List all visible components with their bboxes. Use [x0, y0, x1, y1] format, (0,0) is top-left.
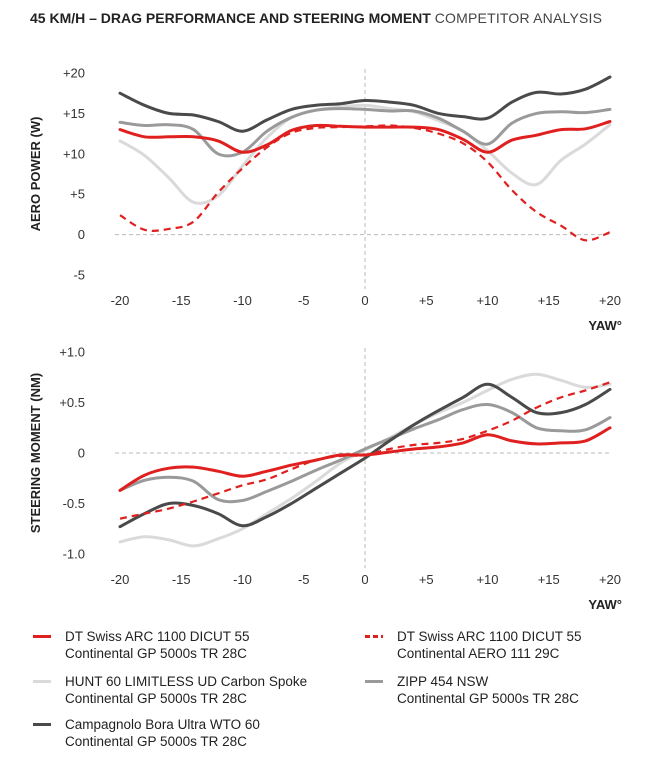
aero-x-tick-label: +10	[476, 293, 498, 308]
steering-y-tick-label: +0.5	[59, 395, 85, 410]
aero-series-line-3	[118, 103, 612, 205]
legend-swatch	[365, 680, 383, 683]
steering-x-tick-label: 0	[361, 572, 368, 587]
legend-swatch	[33, 635, 51, 638]
aero-y-tick-label: +20	[63, 66, 85, 81]
aero-y-tick-label: +5	[70, 187, 85, 202]
legend-swatch	[33, 680, 51, 683]
legend-swatch	[33, 723, 51, 726]
legend-label-wheel: ZIPP 454 NSW	[397, 674, 489, 689]
steering-x-axis-label: YAW°	[588, 597, 622, 612]
steering-y-tick-label: 0	[78, 446, 85, 461]
aero-x-tick-label: -20	[111, 293, 130, 308]
steering-x-tick-label: +20	[599, 572, 621, 587]
steering-x-tick-label: -20	[111, 572, 130, 587]
steering-series-line-4	[118, 402, 612, 504]
steering-series-line-1	[118, 426, 612, 492]
aero-x-tick-label: 0	[361, 293, 368, 308]
chart-title: 45 KM/H – DRAG PERFORMANCE AND STEERING …	[30, 10, 602, 26]
aero-series-line-2	[119, 124, 611, 242]
steering-x-tick-label: +5	[419, 572, 434, 587]
aero-power-chart: +20 +15 +10 +5 0 -5 -20 -15 -10 -5 0 +5 +10 +15 +20 YAW…	[28, 66, 622, 331]
aero-x-tick-label: -5	[298, 293, 310, 308]
steering-y-tick-label: +1.0	[59, 345, 85, 360]
steering-moment-chart: +1.0 +0.5 0 -0.5 -1.0 -20 -15 -10 -5 0 +5 +10 +15 +20…	[28, 345, 622, 613]
aero-y-tick-label: +15	[63, 106, 85, 121]
legend-swatch	[365, 635, 383, 638]
steering-x-tick-label: -10	[233, 572, 252, 587]
aero-y-tick-label: -5	[73, 268, 85, 283]
aero-series-line-1	[118, 120, 612, 154]
aero-x-tick-label: +20	[599, 293, 621, 308]
legend-label-wheel: DT Swiss ARC 1100 DICUT 55	[65, 629, 250, 644]
chart-title-sub: COMPETITOR ANALYSIS	[434, 10, 603, 26]
aero-series-line-5	[118, 75, 612, 133]
aero-x-tick-label: -10	[233, 293, 252, 308]
aero-y-tick-label: +10	[63, 146, 85, 161]
aero-y-tick-label: 0	[78, 227, 85, 242]
legend-label-wheel: HUNT 60 LIMITLESS UD Carbon Spoke	[65, 674, 308, 689]
legend-label-tire: Continental GP 5000s TR 28C	[65, 734, 247, 749]
aero-x-tick-label: -15	[172, 293, 191, 308]
aero-y-axis-label: AERO POWER (W)	[28, 117, 43, 232]
legend-label-tire: Continental GP 5000s TR 28C	[65, 691, 247, 706]
steering-series-line-5	[118, 382, 612, 529]
legend-label-wheel: DT Swiss ARC 1100 DICUT 55	[397, 629, 582, 644]
aero-x-tick-label: +15	[538, 293, 560, 308]
steering-y-axis-label: STEERING MOMENT (NM)	[28, 373, 43, 533]
aero-x-axis-label: YAW°	[588, 318, 622, 330]
legend-label-tire: Continental GP 5000s TR 28C	[65, 646, 247, 661]
aero-x-tick-label: +5	[419, 293, 434, 308]
steering-x-tick-label: -15	[172, 572, 191, 587]
steering-y-tick-label: -1.0	[63, 547, 85, 562]
legend-label-wheel: Campagnolo Bora Ultra WTO 60	[65, 717, 260, 732]
legend-label-tire: Continental GP 5000s TR 28C	[397, 691, 579, 706]
steering-y-tick-label: -0.5	[63, 496, 85, 511]
steering-x-tick-label: +10	[476, 572, 498, 587]
chart-title-main: 45 KM/H – DRAG PERFORMANCE AND STEERING …	[30, 10, 431, 26]
steering-x-tick-label: -5	[298, 572, 310, 587]
legend-label-tire: Continental AERO 111 29C	[397, 646, 560, 661]
steering-x-tick-label: +15	[538, 572, 560, 587]
